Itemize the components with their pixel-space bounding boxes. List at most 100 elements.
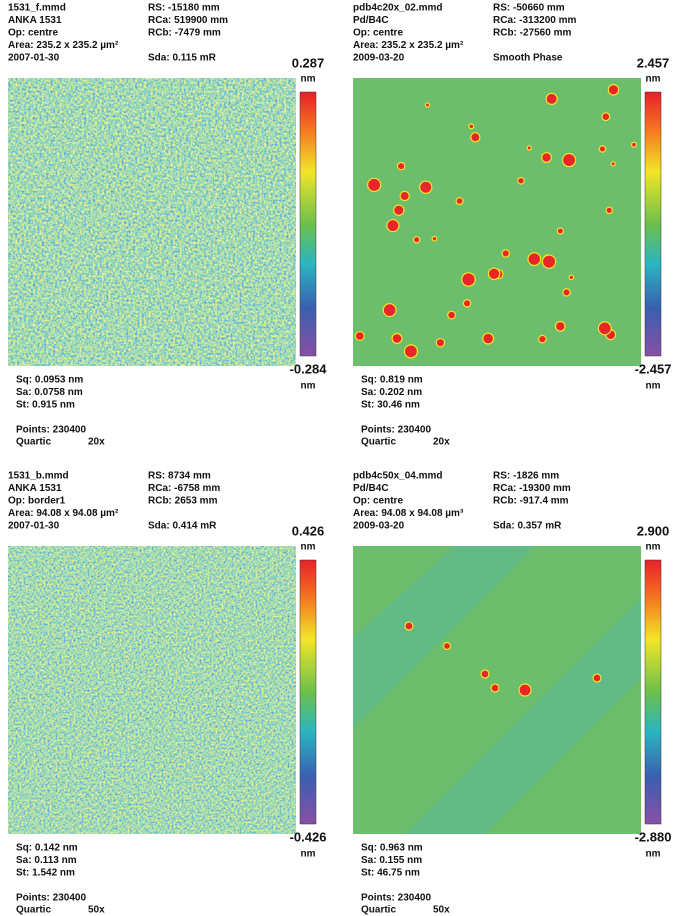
header-text: 2007-01-30 xyxy=(8,521,60,532)
particle xyxy=(601,112,611,122)
stat: Sa: 0.155 nm xyxy=(361,855,422,866)
method: Quartic xyxy=(16,905,51,916)
particle xyxy=(490,683,500,693)
header-text: Pd/B4C xyxy=(353,15,389,26)
scale-unit: nm xyxy=(301,849,316,860)
particle xyxy=(561,152,577,168)
surface-map xyxy=(353,546,641,834)
particle xyxy=(538,334,547,344)
particle xyxy=(597,321,612,336)
particle xyxy=(455,196,464,206)
stat: Sq: 0.142 nm xyxy=(16,843,78,854)
particle xyxy=(480,669,490,679)
particle xyxy=(461,272,476,287)
colorbar xyxy=(644,559,662,825)
header-text: RCa: 519900 mm xyxy=(148,15,228,26)
particle xyxy=(399,190,410,202)
particle xyxy=(518,683,532,697)
scale-min: -0.284 xyxy=(290,361,328,376)
particle xyxy=(470,132,481,143)
particle xyxy=(403,344,419,359)
scale-unit: nm xyxy=(646,74,661,85)
stat: St: 46.75 nm xyxy=(361,868,420,879)
scale-max: 0.426 xyxy=(292,523,325,538)
header-text: Sda: 0.357 mR xyxy=(493,521,562,532)
header-text: Sda: 0.414 mR xyxy=(148,521,217,532)
colorbar xyxy=(299,91,317,357)
method: Quartic xyxy=(361,905,396,916)
stat: St: 30.46 nm xyxy=(361,400,420,411)
particle xyxy=(607,84,620,96)
map-band xyxy=(405,598,641,834)
scale-unit: nm xyxy=(301,542,316,553)
particle xyxy=(482,332,495,345)
header-text: RCb: -7479 mm xyxy=(148,28,221,39)
header-text: RCa: -6758 mm xyxy=(148,483,220,494)
header-text: Op: centre xyxy=(353,28,403,39)
particle xyxy=(605,206,613,215)
scale-min: -2.457 xyxy=(635,361,672,376)
header-text: Area: 235.2 x 235.2 µm² xyxy=(8,40,119,51)
header-text: RCb: 2653 mm xyxy=(148,496,218,507)
particle xyxy=(386,218,400,233)
stat: St: 1.542 nm xyxy=(16,868,75,879)
stat: Sa: 0.0758 nm xyxy=(16,387,83,398)
particle xyxy=(419,180,433,194)
particle xyxy=(517,176,525,185)
header-text: RCa: -19300 mm xyxy=(493,483,571,494)
particle xyxy=(382,303,397,318)
scale-unit: nm xyxy=(646,849,661,860)
particle xyxy=(526,145,532,151)
stat: St: 0.915 nm xyxy=(16,400,75,411)
particle xyxy=(396,161,406,171)
particle xyxy=(404,621,414,631)
particle xyxy=(393,204,405,216)
header-text: RS: -50660 mm xyxy=(493,3,565,14)
points: Points: 230400 xyxy=(16,893,86,904)
particle xyxy=(501,249,511,258)
header-text: Pd/B4C xyxy=(353,483,389,494)
particle xyxy=(527,252,542,266)
scale-unit: nm xyxy=(646,542,661,553)
particle xyxy=(447,310,457,320)
header-text: Op: border1 xyxy=(8,496,66,507)
map-background xyxy=(8,78,296,366)
particle xyxy=(412,236,421,244)
particle xyxy=(367,177,382,193)
particle xyxy=(598,145,607,153)
magnification: 50x xyxy=(433,905,450,916)
header-text: Smooth Phase xyxy=(493,53,563,64)
particle xyxy=(592,673,602,683)
stat: Sq: 0.963 nm xyxy=(361,843,423,854)
particle xyxy=(541,254,557,269)
map-background xyxy=(8,546,296,834)
header-text: Area: 94.08 x 94.08 µm² xyxy=(8,508,119,519)
particle xyxy=(435,337,446,348)
stat: Sq: 0.0953 nm xyxy=(16,375,83,386)
particle xyxy=(431,235,438,242)
stat: Sa: 0.113 nm xyxy=(16,855,77,866)
particle xyxy=(568,274,575,281)
magnification: 20x xyxy=(88,437,105,448)
particle xyxy=(487,267,501,281)
particle xyxy=(630,141,637,148)
scale-max: 2.457 xyxy=(637,55,670,70)
header-text: Op: centre xyxy=(353,496,403,507)
points: Points: 230400 xyxy=(361,425,431,436)
header-text: 2009-03-20 xyxy=(353,53,405,64)
stat: Sq: 0.819 nm xyxy=(361,375,423,386)
colorbar xyxy=(644,91,662,357)
header-text: Sda: 0.115 mR xyxy=(148,53,217,64)
particle xyxy=(545,92,558,106)
particle xyxy=(442,641,452,651)
panel: pdb4c50x_04.mmd RS: -1826 mm Pd/B4C RCa: -1… xyxy=(353,471,671,916)
particle xyxy=(424,102,431,108)
header-text: 1531_f.mmd xyxy=(8,3,66,14)
header-text: Area: 235.2 x 235.2 µm² xyxy=(353,40,464,51)
method: Quartic xyxy=(16,437,51,448)
scale-unit: nm xyxy=(301,381,316,392)
panel: pdb4c20x_02.mmd RS: -50660 mm Pd/B4C RCa: -… xyxy=(353,3,671,448)
particle xyxy=(468,123,475,130)
header-text: 1531_b.mmd xyxy=(8,471,69,482)
